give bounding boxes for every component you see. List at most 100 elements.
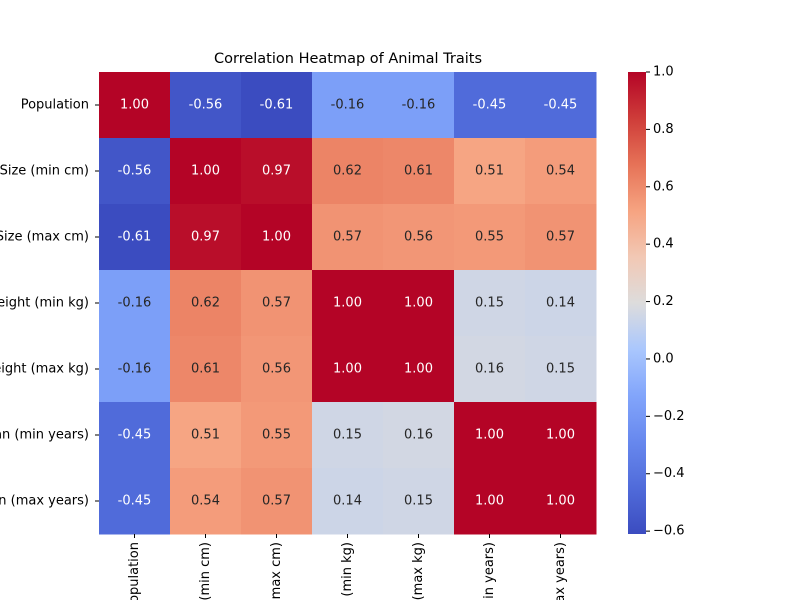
cell-label: 0.55 bbox=[262, 428, 291, 443]
heatmap-cell bbox=[170, 468, 242, 535]
heatmap-cell bbox=[312, 336, 384, 403]
cell-label: 0.15 bbox=[475, 296, 504, 311]
cell-label: 0.57 bbox=[262, 296, 291, 311]
cell-label: 0.16 bbox=[475, 362, 504, 377]
heatmap-cell bbox=[454, 138, 526, 205]
cell-label: 1.00 bbox=[120, 98, 149, 113]
x-tick-label: Lifespan (max years) bbox=[553, 542, 568, 600]
heatmap-cell bbox=[454, 72, 526, 139]
colorbar bbox=[628, 72, 646, 534]
heatmap-cell bbox=[312, 402, 384, 469]
colorbar-tick-label: 0.2 bbox=[653, 294, 674, 309]
cell-label: -0.16 bbox=[331, 98, 365, 113]
cell-label: -0.16 bbox=[118, 362, 152, 377]
heatmap-cell bbox=[454, 468, 526, 535]
heatmap-cell bbox=[383, 336, 455, 403]
cell-label: 0.14 bbox=[333, 494, 362, 509]
heatmap-cell bbox=[99, 204, 171, 271]
heatmap-cell bbox=[383, 402, 455, 469]
cell-label: 0.62 bbox=[333, 164, 362, 179]
heatmap-cell bbox=[525, 204, 597, 271]
cell-label: 1.00 bbox=[191, 164, 220, 179]
cell-label: 0.14 bbox=[546, 296, 575, 311]
colorbar-tick-label: 0.0 bbox=[653, 351, 674, 366]
heatmap-cell bbox=[170, 138, 242, 205]
cell-label: 1.00 bbox=[475, 428, 504, 443]
colorbar-tick-label: 0.4 bbox=[653, 237, 674, 252]
cell-label: 1.00 bbox=[546, 494, 575, 509]
cell-label: 0.61 bbox=[191, 362, 220, 377]
x-tick-label: Size (min cm) bbox=[198, 542, 213, 600]
heatmap-cell bbox=[99, 138, 171, 205]
cell-label: 0.61 bbox=[404, 164, 433, 179]
y-tick-label: Size (min cm) bbox=[0, 164, 89, 179]
heatmap-cell bbox=[454, 270, 526, 337]
heatmap-cell bbox=[99, 270, 171, 337]
cell-label: 1.00 bbox=[546, 428, 575, 443]
cell-label: -0.56 bbox=[118, 164, 152, 179]
cell-label: 1.00 bbox=[333, 296, 362, 311]
y-tick-label: Lifespan (max years) bbox=[0, 494, 89, 509]
heatmap-cell bbox=[312, 270, 384, 337]
cell-label: 0.57 bbox=[262, 494, 291, 509]
cell-label: -0.56 bbox=[189, 98, 223, 113]
heatmap-cell bbox=[454, 402, 526, 469]
cell-label: -0.61 bbox=[118, 230, 152, 245]
heatmap-cell bbox=[525, 138, 597, 205]
heatmap-cell bbox=[383, 72, 455, 139]
cell-label: 1.00 bbox=[404, 362, 433, 377]
colorbar-tick-label: 0.6 bbox=[653, 179, 674, 194]
x-tick-label: Lifespan (min years) bbox=[482, 542, 497, 600]
cell-label: 0.57 bbox=[546, 230, 575, 245]
heatmap-cell bbox=[170, 402, 242, 469]
colorbar-tick-label: 0.8 bbox=[653, 122, 674, 137]
heatmap-cell bbox=[241, 336, 313, 403]
heatmap-cell bbox=[99, 468, 171, 535]
heatmap-cell bbox=[241, 468, 313, 535]
heatmap-cell bbox=[383, 270, 455, 337]
heatmap-cell bbox=[170, 270, 242, 337]
x-tick-label: Population bbox=[127, 542, 142, 600]
heatmap-cell bbox=[170, 72, 242, 139]
cell-label: 0.56 bbox=[262, 362, 291, 377]
cell-label: 0.97 bbox=[191, 230, 220, 245]
cell-label: -0.16 bbox=[402, 98, 436, 113]
heatmap-cell bbox=[99, 336, 171, 403]
heatmap-cell bbox=[525, 402, 597, 469]
heatmap-cell bbox=[99, 72, 171, 139]
chart-title: Correlation Heatmap of Animal Traits bbox=[214, 51, 482, 67]
cell-label: 1.00 bbox=[475, 494, 504, 509]
heatmap-cell bbox=[241, 270, 313, 337]
cell-label: 0.15 bbox=[404, 494, 433, 509]
heatmap-cell bbox=[99, 402, 171, 469]
heatmap-cell bbox=[312, 72, 384, 139]
y-tick-label: Lifespan (min years) bbox=[0, 428, 89, 443]
heatmap-cell bbox=[383, 468, 455, 535]
cell-label: 0.51 bbox=[475, 164, 504, 179]
cell-label: -0.61 bbox=[260, 98, 294, 113]
heatmap-cell bbox=[312, 204, 384, 271]
cell-label: -0.45 bbox=[473, 98, 507, 113]
heatmap-cell bbox=[525, 336, 597, 403]
cell-label: 0.51 bbox=[191, 428, 220, 443]
y-tick-label: Weight (max kg) bbox=[0, 362, 89, 377]
x-tick-label: Weight (max kg) bbox=[411, 542, 426, 600]
x-tick-label: Weight (min kg) bbox=[340, 542, 355, 600]
cell-label: 1.00 bbox=[262, 230, 291, 245]
heatmap-cell bbox=[454, 336, 526, 403]
cell-label: -0.45 bbox=[544, 98, 578, 113]
heatmap-cell bbox=[241, 138, 313, 205]
cell-label: 0.55 bbox=[475, 230, 504, 245]
heatmap-cell bbox=[383, 138, 455, 205]
heatmap-cell bbox=[312, 468, 384, 535]
cell-label: -0.45 bbox=[118, 494, 152, 509]
cell-label: 0.56 bbox=[404, 230, 433, 245]
colorbar-tick-label: −0.4 bbox=[653, 466, 685, 481]
y-tick-label: Size (max cm) bbox=[0, 230, 89, 245]
heatmap-cell bbox=[525, 270, 597, 337]
cell-label: -0.16 bbox=[118, 296, 152, 311]
y-tick-label: Weight (min kg) bbox=[0, 296, 89, 311]
cell-label: 0.16 bbox=[404, 428, 433, 443]
heatmap-cell bbox=[525, 72, 597, 139]
